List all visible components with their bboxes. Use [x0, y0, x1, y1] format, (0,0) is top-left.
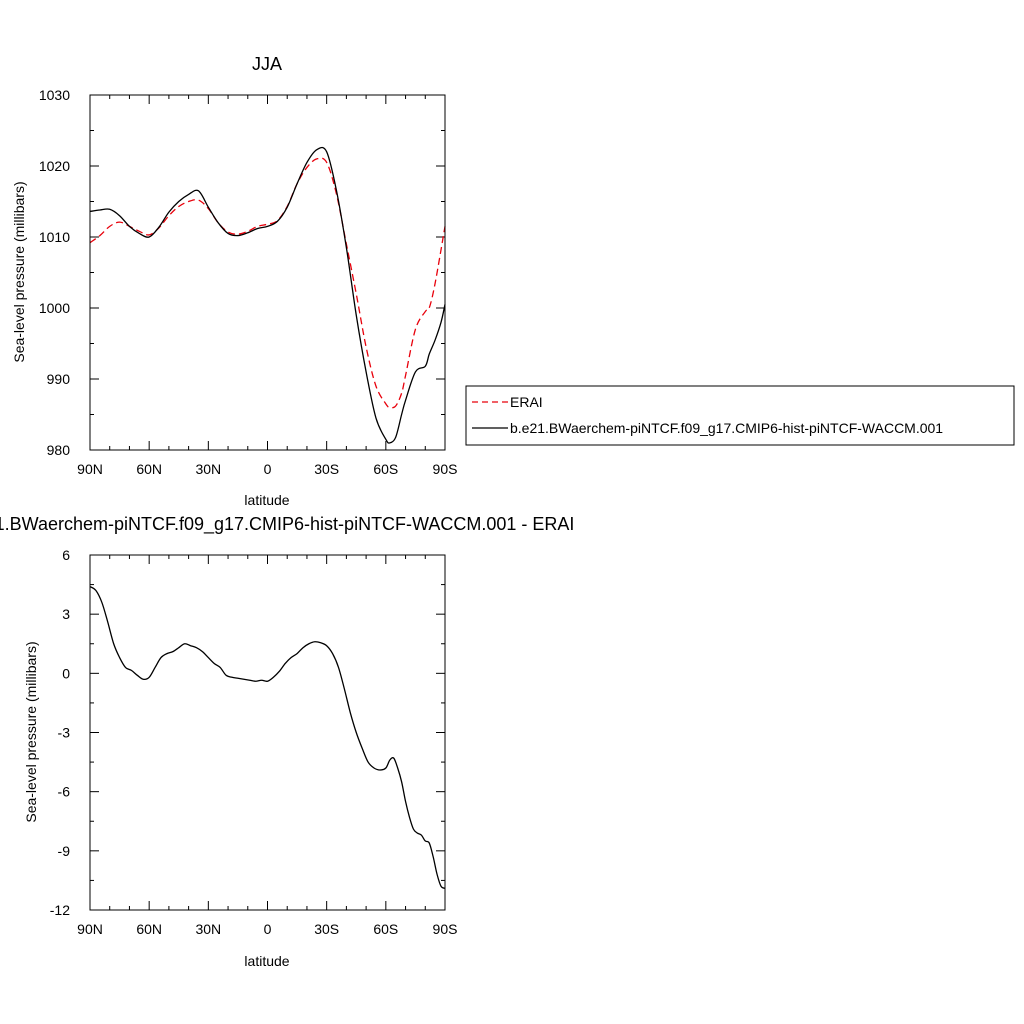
chart-bottom-series-line-0 [89, 585, 446, 889]
y-tick-label: 3 [62, 606, 70, 622]
chart-top-series [89, 146, 446, 444]
chart-bottom-frame [89, 554, 446, 911]
y-tick-label: 1030 [39, 87, 70, 103]
x-tick-label: 90N [77, 461, 103, 477]
y-tick-label: 990 [47, 371, 71, 387]
y-tick-label: -3 [58, 725, 71, 741]
chart-bottom-series [89, 585, 446, 889]
legend-label-model: b.e21.BWaerchem-piNTCF.f09_g17.CMIP6-his… [510, 420, 943, 436]
chart-top-frame [89, 94, 446, 451]
legend-label-erai: ERAI [510, 394, 543, 410]
y-tick-label: 980 [47, 442, 71, 458]
chart-bottom-ticks [89, 554, 446, 911]
y-tick-label: 1010 [39, 229, 70, 245]
x-tick-label: 90S [433, 921, 458, 937]
chart-top-y-axis-title: Sea-level pressure (millibars) [11, 181, 27, 362]
chart-top-series-line-0 [89, 157, 446, 409]
chart-bottom-title: b.e21.BWaerchem-piNTCF.f09_g17.CMIP6-his… [0, 514, 574, 535]
y-tick-label: 0 [62, 665, 70, 681]
y-tick-label: -6 [58, 784, 71, 800]
chart-top-series-line-1 [89, 146, 446, 444]
x-tick-label: 60S [373, 461, 398, 477]
x-tick-label: 0 [264, 921, 272, 937]
chart-bottom-y-tick-labels: -12 -9 -6 -3 0 3 6 [50, 547, 70, 918]
x-tick-label: 90S [433, 461, 458, 477]
chart-bottom-y-axis-title: Sea-level pressure (millibars) [23, 641, 39, 822]
chart-top: JJA 980 990 1000 1010 1020 1030 90N 60N 30N 0 30S… [11, 54, 457, 508]
y-tick-label: 1020 [39, 158, 70, 174]
x-tick-label: 30N [195, 921, 221, 937]
chart-bottom: b.e21.BWaerchem-piNTCF.f09_g17.CMIP6-his… [0, 514, 574, 969]
legend-box [465, 385, 1015, 446]
chart-bottom-x-tick-labels: 90N 60N 30N 0 30S 60S 90S [77, 921, 457, 937]
x-tick-label: 60N [136, 461, 162, 477]
chart-bottom-x-axis-title: latitude [244, 953, 289, 969]
x-tick-label: 0 [264, 461, 272, 477]
y-tick-label: -9 [58, 843, 71, 859]
chart-top-x-axis-title: latitude [244, 492, 289, 508]
chart-top-y-tick-labels: 980 990 1000 1010 1020 1030 [39, 87, 70, 458]
legend: ERAI b.e21.BWaerchem-piNTCF.f09_g17.CMIP… [465, 385, 1015, 446]
chart-top-ticks [89, 94, 446, 451]
x-tick-label: 60S [373, 921, 398, 937]
y-tick-label: 6 [62, 547, 70, 563]
x-tick-label: 90N [77, 921, 103, 937]
x-tick-label: 30N [195, 461, 221, 477]
chart-top-x-tick-labels: 90N 60N 30N 0 30S 60S 90S [77, 461, 457, 477]
x-tick-label: 30S [314, 461, 339, 477]
x-tick-label: 60N [136, 921, 162, 937]
x-tick-label: 30S [314, 921, 339, 937]
y-tick-label: 1000 [39, 300, 70, 316]
y-tick-label: -12 [50, 902, 70, 918]
chart-top-title: JJA [252, 54, 282, 74]
